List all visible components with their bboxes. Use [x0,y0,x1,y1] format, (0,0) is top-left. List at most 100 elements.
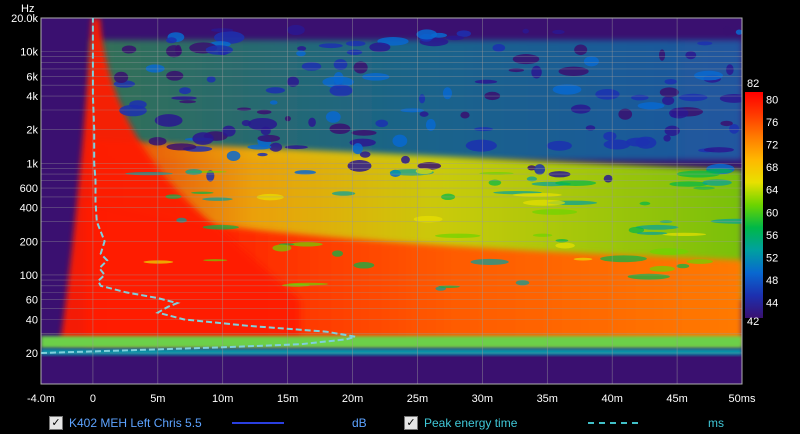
texture-blob [206,170,215,182]
texture-blob [129,100,147,109]
texture-blob [417,162,442,170]
texture-blob [595,88,620,100]
x-tick-label: 20m [342,393,363,405]
colorbar-tick-label: 80 [766,94,778,106]
x-tick-label: 30m [472,393,493,405]
texture-blob [353,61,368,74]
texture-blob [694,70,724,81]
texture-blob [419,94,426,104]
texture-streak [705,168,733,174]
colorbar-tick-label: 64 [766,185,778,197]
texture-blob [296,50,306,57]
texture-blob [333,59,348,70]
bottom-ridge [41,336,742,348]
texture-streak [555,242,575,249]
texture-blob [659,49,666,61]
y-tick-label: 600 [20,183,38,195]
texture-blob [669,107,689,119]
texture-streak [555,180,597,186]
y-tick-label: 4k [26,91,38,103]
y-tick-label: 10k [20,47,38,59]
legend-unit-peak-energy: ms [708,416,724,430]
colorbar-tick-label: 52 [766,253,778,265]
x-tick-label: 5m [150,393,165,405]
checkbox-peak-energy[interactable]: ✓ [404,416,418,430]
texture-blob [269,142,283,152]
texture-streak [191,191,214,194]
texture-streak [125,172,173,176]
texture-streak [331,191,356,196]
texture-streak [413,215,443,223]
texture-blob [552,84,582,95]
texture-streak [470,258,509,266]
texture-streak [522,199,566,206]
texture-streak [627,273,670,280]
texture-blob [678,93,708,102]
texture-blob [508,68,524,73]
texture-streak [600,255,647,263]
y-tick-label: 400 [20,203,38,215]
colorbar-tick-label: 56 [766,230,778,242]
texture-blob [206,76,216,83]
texture-streak [272,244,292,252]
texture-blob [192,132,214,145]
legend-item-peak-energy[interactable]: ✓ Peak energy time [404,414,517,432]
texture-streak [710,218,742,224]
texture-streak [185,168,203,175]
texture-blob [659,87,679,98]
texture-streak [531,209,578,215]
texture-blob [603,131,617,141]
texture-blob [214,31,245,44]
checkbox-spectrogram[interactable]: ✓ [49,416,63,430]
texture-blob [697,41,713,46]
texture-blob [257,152,268,157]
texture-streak [353,262,375,269]
texture-blob [318,43,343,49]
texture-blob [522,28,529,34]
texture-blob [664,125,680,136]
texture-blob [460,111,470,119]
texture-streak [515,280,530,286]
x-tick-label: -4.0m [27,393,55,405]
texture-blob [359,151,371,158]
texture-blob [720,120,733,127]
texture-blob [241,119,251,127]
legend-label-peak-energy: Peak energy time [424,416,518,430]
texture-streak [532,233,553,237]
texture-blob [257,134,281,142]
texture-blob [465,139,497,152]
texture-blob [166,143,197,151]
legend-item-spectrogram[interactable]: ✓ K402 MEH Left Chris 5.5 [49,414,202,432]
texture-blob [301,62,322,71]
x-tick-label: 50ms [729,393,756,405]
texture-blob [154,114,183,127]
heatmap-texture [113,24,742,291]
texture-blob [114,71,129,84]
colorbar-tick-label: 68 [766,162,778,174]
texture-blob [297,46,307,51]
legend-label-spectrogram: K402 MEH Left Chris 5.5 [69,416,202,430]
texture-blob [419,111,429,117]
texture-blob [308,117,316,127]
direct-sound-wedge [60,18,300,345]
texture-blob [416,29,438,40]
texture-streak [282,283,310,287]
texture-blob [294,170,316,175]
texture-blob [663,134,671,142]
y-tick-label: 20 [26,348,38,360]
grid [40,17,743,385]
texture-blob [401,155,410,164]
texture-blob [446,35,465,41]
texture-blob [322,76,354,88]
texture-blob [685,51,697,60]
colorbar-tick-label: 60 [766,207,778,219]
texture-blob [474,79,498,84]
y-unit-label: Hz [21,3,34,15]
texture-blob [221,125,236,137]
texture-blob [719,94,742,103]
texture-blob [442,87,453,100]
texture-blob [637,102,665,110]
texture-blob [585,125,596,131]
texture-blob [631,94,649,101]
